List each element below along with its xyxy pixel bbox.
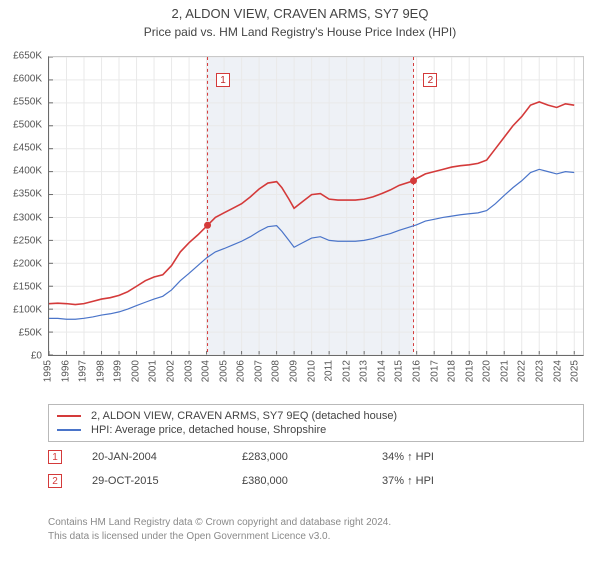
y-tick-label: £600K <box>13 74 42 85</box>
y-tick-label: £150K <box>13 281 42 292</box>
legend-label: HPI: Average price, detached house, Shro… <box>91 424 326 436</box>
x-tick-label: 2005 <box>218 360 229 382</box>
x-tick-label: 1997 <box>78 360 89 382</box>
x-tick-label: 2023 <box>535 360 546 382</box>
sale-vs-hpi: 37% ↑ HPI <box>382 475 434 487</box>
x-tick-label: 2022 <box>517 360 528 382</box>
x-tick-label: 2009 <box>289 360 300 382</box>
chart-title: 2, ALDON VIEW, CRAVEN ARMS, SY7 9EQ <box>0 6 600 21</box>
x-tick-label: 2020 <box>482 360 493 382</box>
y-axis-labels: £0£50K£100K£150K£200K£250K£300K£350K£400… <box>0 56 46 356</box>
y-tick-label: £250K <box>13 235 42 246</box>
y-tick-label: £550K <box>13 97 42 108</box>
legend-swatch <box>57 415 81 417</box>
y-tick-label: £200K <box>13 258 42 269</box>
figure-container: 2, ALDON VIEW, CRAVEN ARMS, SY7 9EQ Pric… <box>0 6 600 566</box>
legend-entry-subject: 2, ALDON VIEW, CRAVEN ARMS, SY7 9EQ (det… <box>57 409 575 423</box>
sale-marker-icon: 2 <box>48 474 62 488</box>
y-tick-label: £500K <box>13 120 42 131</box>
y-tick-label: £300K <box>13 212 42 223</box>
x-tick-label: 1995 <box>43 360 54 382</box>
x-tick-label: 2021 <box>499 360 510 382</box>
chart-plot-area: 12 <box>48 56 584 356</box>
x-tick-label: 2006 <box>236 360 247 382</box>
attribution-footer: Contains HM Land Registry data © Crown c… <box>48 516 584 543</box>
x-tick-label: 2014 <box>376 360 387 382</box>
x-tick-label: 1996 <box>60 360 71 382</box>
x-tick-label: 2002 <box>166 360 177 382</box>
sale-date: 20-JAN-2004 <box>92 451 212 463</box>
sale-marker-icon: 1 <box>48 450 62 464</box>
sale-price: £283,000 <box>242 451 352 463</box>
sales-table: 1 20-JAN-2004 £283,000 34% ↑ HPI 2 29-OC… <box>48 450 584 498</box>
footer-line: Contains HM Land Registry data © Crown c… <box>48 516 584 530</box>
y-tick-label: £650K <box>13 51 42 62</box>
y-tick-label: £50K <box>19 327 42 338</box>
legend-entry-hpi: HPI: Average price, detached house, Shro… <box>57 423 575 437</box>
x-tick-label: 1999 <box>113 360 124 382</box>
x-tick-label: 2004 <box>201 360 212 382</box>
x-tick-label: 2025 <box>570 360 581 382</box>
x-tick-label: 2013 <box>359 360 370 382</box>
x-tick-label: 2018 <box>447 360 458 382</box>
x-tick-label: 2017 <box>429 360 440 382</box>
x-tick-label: 2015 <box>394 360 405 382</box>
chart-subtitle: Price paid vs. HM Land Registry's House … <box>0 25 600 39</box>
x-tick-label: 2007 <box>253 360 264 382</box>
x-tick-label: 1998 <box>95 360 106 382</box>
y-tick-label: £0 <box>31 351 42 362</box>
sale-row: 1 20-JAN-2004 £283,000 34% ↑ HPI <box>48 450 584 464</box>
sale-vs-hpi: 34% ↑ HPI <box>382 451 434 463</box>
sale-date: 29-OCT-2015 <box>92 475 212 487</box>
x-tick-label: 2011 <box>324 360 335 382</box>
y-tick-label: £450K <box>13 143 42 154</box>
chart-annotation-marker: 2 <box>423 73 437 87</box>
y-tick-label: £400K <box>13 166 42 177</box>
x-tick-label: 2000 <box>130 360 141 382</box>
x-tick-label: 2019 <box>464 360 475 382</box>
x-tick-label: 2016 <box>412 360 423 382</box>
legend-swatch <box>57 429 81 431</box>
x-tick-label: 2012 <box>341 360 352 382</box>
chart-legend: 2, ALDON VIEW, CRAVEN ARMS, SY7 9EQ (det… <box>48 404 584 442</box>
y-tick-label: £350K <box>13 189 42 200</box>
sale-price: £380,000 <box>242 475 352 487</box>
x-axis-labels: 1995199619971998199920002001200220032004… <box>48 358 584 408</box>
chart-svg <box>49 57 583 355</box>
sale-row: 2 29-OCT-2015 £380,000 37% ↑ HPI <box>48 474 584 488</box>
x-tick-label: 2003 <box>183 360 194 382</box>
chart-titles: 2, ALDON VIEW, CRAVEN ARMS, SY7 9EQ Pric… <box>0 6 600 39</box>
y-tick-label: £100K <box>13 304 42 315</box>
x-tick-label: 2001 <box>148 360 159 382</box>
x-tick-label: 2008 <box>271 360 282 382</box>
chart-annotation-marker: 1 <box>216 73 230 87</box>
x-tick-label: 2024 <box>552 360 563 382</box>
legend-label: 2, ALDON VIEW, CRAVEN ARMS, SY7 9EQ (det… <box>91 410 397 422</box>
x-tick-label: 2010 <box>306 360 317 382</box>
footer-line: This data is licensed under the Open Gov… <box>48 530 584 544</box>
